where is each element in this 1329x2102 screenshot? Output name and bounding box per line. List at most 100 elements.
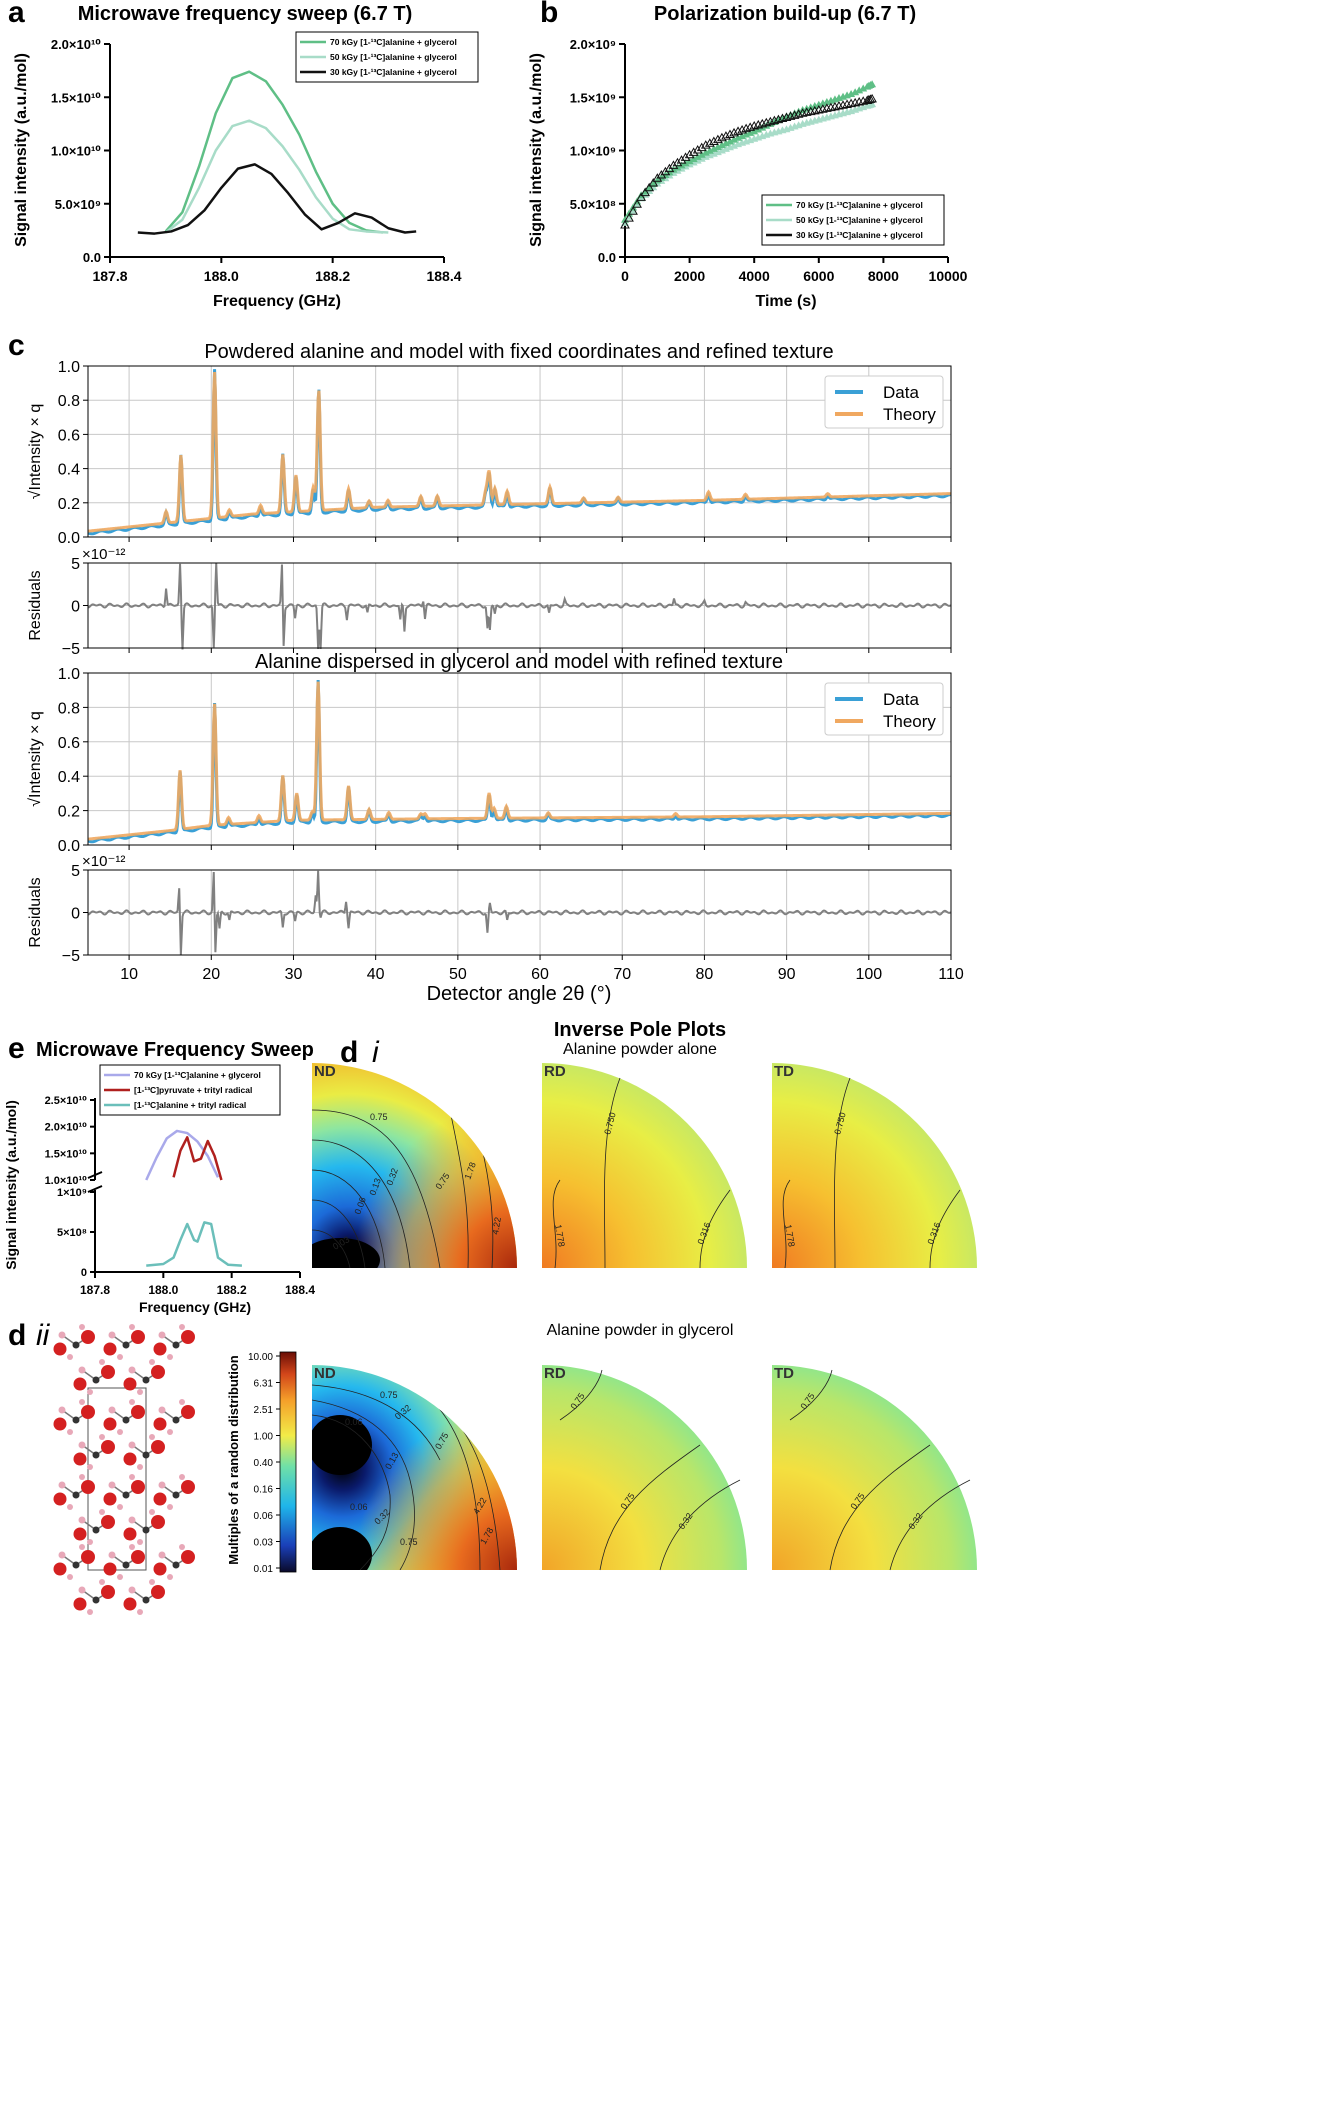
panel-e-title: Microwave Frequency Sweep: [36, 1039, 314, 1061]
legend-data-label: Data: [883, 383, 919, 402]
colorbar-tick-label: 6.31: [254, 1379, 274, 1390]
oxygen-atom: [53, 1417, 67, 1431]
x-tick-label: 70: [613, 966, 631, 983]
oxygen-atom: [123, 1597, 137, 1611]
marker-triangle: [721, 139, 730, 147]
contour-line: [929, 1189, 961, 1269]
contour-line: [604, 1077, 621, 1269]
panel-letter-a: a: [8, 0, 25, 29]
marker-triangle: [628, 206, 638, 215]
x-tick-label: 188.0: [148, 1283, 178, 1297]
pole-label-nd-row2: ND: [314, 1365, 336, 1382]
marker-triangle: [855, 86, 864, 94]
y-tick-label: 1.0×10¹⁰: [51, 144, 101, 159]
oxygen-atom: [103, 1342, 117, 1356]
series-line-2: [146, 1221, 242, 1267]
c1-plot-area: [88, 366, 951, 537]
legend-b-label-30kgy: 30 kGy [1-¹³C]alanine + glycerol: [796, 230, 923, 240]
hydrogen-atom: [167, 1354, 173, 1360]
y-tick-label: 5×10⁸: [57, 1227, 87, 1239]
oxygen-atom: [81, 1480, 95, 1494]
hydrogen-atom: [167, 1504, 173, 1510]
carbon-atom: [92, 1526, 100, 1534]
hydrogen-atom: [149, 1509, 155, 1515]
panel-e: e Microwave Frequency Sweep 70 kGy [1-¹³…: [3, 1032, 315, 1315]
contour-line: [559, 1369, 603, 1421]
panel-b-x-ticks: 0 2000 4000 6000 8000 10000: [621, 257, 968, 284]
hydrogen-atom: [79, 1324, 85, 1330]
marker-triangle: [676, 155, 687, 164]
pole-plot-nd-row1: ND 0.75 0.32 0.06 0.13 0.75 1.78 4.22 0.…: [312, 1063, 517, 1268]
carbon-atom: [72, 1341, 80, 1349]
panel-a-x-ticks: 187.8 188.0 188.2 188.4: [92, 257, 462, 284]
hydrogen-atom: [149, 1579, 155, 1585]
oxygen-atom: [81, 1330, 95, 1344]
oxygen-atom: [151, 1515, 165, 1529]
carbon-atom: [72, 1416, 80, 1424]
colorbar-tick-label: 1.00: [254, 1432, 274, 1443]
carbon-atom: [172, 1416, 180, 1424]
legend-b-label-70kgy: 70 kGy [1-¹³C]alanine + glycerol: [796, 200, 923, 210]
carbon-atom: [72, 1491, 80, 1499]
pole-label-rd-row2: RD: [544, 1365, 566, 1382]
marker-triangle: [859, 84, 868, 92]
marker-triangle: [644, 182, 655, 192]
marker-triangle: [725, 137, 734, 145]
oxygen-atom: [81, 1550, 95, 1564]
y-tick-label: 0.4: [58, 769, 80, 786]
carbon-atom: [122, 1341, 130, 1349]
y-tick-label: 5: [71, 863, 80, 880]
hydrogen-atom: [99, 1434, 105, 1440]
y-tick-label: 0: [71, 599, 80, 616]
hydrogen-atom: [58, 1406, 66, 1414]
x-tick-label: 0: [621, 268, 629, 284]
panel-c-x-label: Detector angle 2θ (°): [427, 983, 612, 1005]
marker-triangle: [632, 199, 642, 208]
hydrogen-atom: [108, 1406, 116, 1414]
unit-cell-box: [87, 1387, 147, 1571]
marker-triangle: [868, 80, 877, 88]
oxygen-atom: [181, 1480, 195, 1494]
pole-plot-td-row2: TD 0.75 0.75 0.32: [772, 1365, 977, 1571]
pole-plot-td-row1: TD 1.778 0.750 0.316: [772, 1063, 977, 1269]
marker-triangle: [645, 183, 654, 191]
marker-triangle: [737, 124, 747, 134]
x-tick-label: 10000: [929, 268, 968, 284]
contour-line: [449, 1109, 469, 1268]
x-tick-label: 6000: [803, 268, 834, 284]
y-tick-label: −5: [62, 948, 80, 965]
marker-triangle: [636, 192, 647, 201]
colorbar-tick-label: 10.00: [248, 1352, 273, 1363]
pole-plots-subtitle-row1: Alanine powder alone: [563, 1041, 717, 1058]
hydrogen-atom: [58, 1481, 66, 1489]
contour-line: [889, 1479, 971, 1571]
hydrogen-atom: [58, 1331, 66, 1339]
oxygen-atom: [181, 1405, 195, 1419]
marker-triangle: [708, 136, 719, 145]
x-tick-label: 80: [696, 966, 714, 983]
y-tick-label: 2.5×10¹⁰: [45, 1095, 88, 1107]
x-tick-label: 2000: [674, 268, 705, 284]
hydrogen-atom: [78, 1586, 86, 1594]
y-tick-label: 0.0: [58, 838, 80, 855]
x-tick-label: 60: [531, 966, 549, 983]
panel-d: d i Inverse Pole Plots Alanine powder al…: [8, 1019, 977, 1615]
marker-triangle: [847, 90, 856, 98]
oxygen-atom: [131, 1405, 145, 1419]
marker-triangle: [713, 143, 722, 151]
hydrogen-atom: [78, 1366, 86, 1374]
hydrogen-atom: [179, 1399, 185, 1405]
panel-b-y-label: Signal intensity (a.u./mol): [528, 53, 545, 247]
colorbar-tick-label: 0.16: [254, 1485, 274, 1496]
hydrogen-atom: [108, 1551, 116, 1559]
marker-triangle: [697, 154, 706, 162]
colorbar-tick-label: 2.51: [254, 1405, 274, 1416]
marker-triangle: [730, 135, 739, 143]
y-tick-label: 0.0: [58, 530, 80, 547]
panel-a-y-label: Signal intensity (a.u./mol): [13, 53, 30, 247]
x-tick-label: 20: [202, 966, 220, 983]
oxygen-atom: [153, 1342, 167, 1356]
marker-triangle: [697, 150, 706, 158]
panel-r2-plot: −5 0 5 10 20 30 40 50 60 70 80 90 100 110 Residuals ×10…: [27, 853, 964, 983]
y-tick-label: −5: [62, 641, 80, 658]
